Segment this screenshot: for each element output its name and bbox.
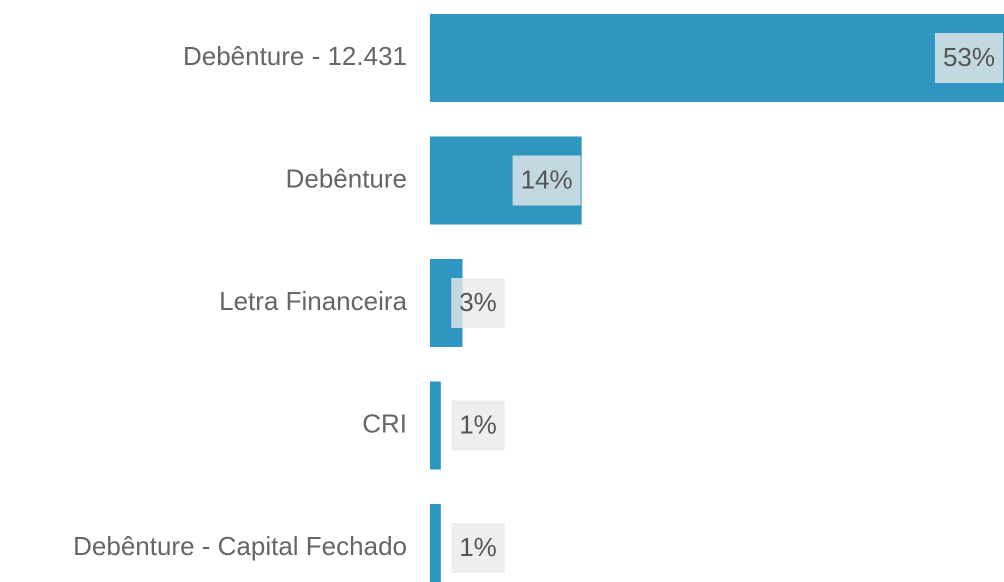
category-label: Debênture - 12.431 <box>183 41 407 71</box>
value-label-box <box>451 278 505 328</box>
bar <box>430 504 441 582</box>
bar <box>430 381 441 470</box>
value-label: 1% <box>459 409 497 439</box>
bar <box>430 14 1004 102</box>
category-label: CRI <box>362 408 407 438</box>
value-label-box <box>451 523 505 573</box>
value-label: 3% <box>459 287 497 317</box>
value-label: 14% <box>521 164 573 194</box>
value-label-box <box>934 33 1004 83</box>
value-label-box <box>451 400 505 451</box>
category-label: Letra Financeira <box>219 286 407 316</box>
value-label: 1% <box>459 532 497 562</box>
value-label: 53% <box>943 42 995 72</box>
category-label: Debênture <box>286 163 407 193</box>
value-label-box <box>512 155 581 206</box>
category-label: Debênture - Capital Fechado <box>73 531 407 561</box>
